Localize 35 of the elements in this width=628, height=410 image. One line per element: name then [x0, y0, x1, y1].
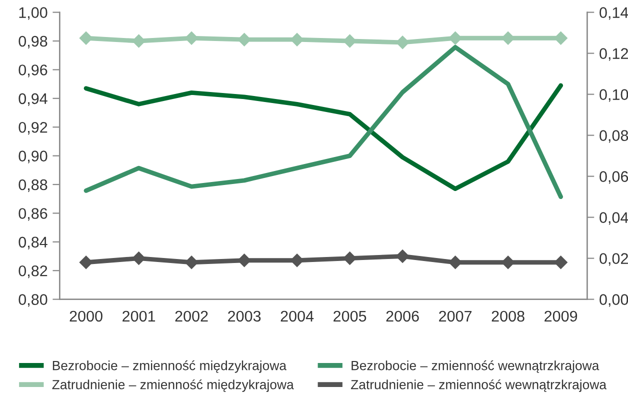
y-tick-label: 0,98 [18, 36, 48, 48]
y2-tick-label: 0,10 [600, 89, 628, 102]
y-tick-label: 0,92 [18, 122, 48, 135]
y2-tick-label: 0,02 [600, 253, 628, 266]
x-tick-label: 2008 [492, 310, 524, 322]
y2-tick-label: 0,14 [600, 7, 628, 20]
y-tick-label: 0,90 [18, 150, 48, 164]
x-tick-label: 2007 [439, 310, 472, 322]
x-tick-label: 2009 [544, 310, 578, 322]
y-tick-label: 0,84 [18, 236, 48, 250]
line-series [84, 83, 564, 192]
y2-tick-label: 0,06 [600, 171, 628, 184]
y-tick-label: 0,96 [18, 64, 48, 78]
y-tick-label: 1,00 [19, 7, 48, 20]
y2-tick-label: 0,12 [600, 48, 628, 61]
y-tick-label: 0,80 [18, 294, 48, 307]
line-series [84, 44, 564, 200]
x-tick-label: 2005 [334, 310, 366, 322]
y2-tick-label: 0,04 [600, 212, 628, 225]
x-tick-label: 2002 [175, 310, 208, 322]
legend-label: Zatrudnienie – zmienność międzykrajowa [52, 379, 294, 392]
x-tick-label: 2006 [386, 310, 419, 322]
x-tick-label: 2000 [70, 310, 102, 322]
x-tick-label: 2004 [280, 310, 314, 322]
legend-label: Bezrobocie – zmienność wewnątrzkrajowa [352, 360, 600, 373]
y-tick-label: 0,82 [18, 265, 48, 278]
y2-tick-label: 0,08 [600, 130, 628, 143]
x-tick-label: 2001 [122, 310, 156, 322]
y-tick-label: 0,86 [18, 208, 48, 221]
legend-label: Bezrobocie – zmienność międzykrajowa [52, 360, 287, 373]
y-tick-label: 0,94 [18, 93, 48, 106]
x-tick-label: 2003 [228, 310, 261, 322]
legend-label: Zatrudnienie – zmienność wewnątrzkrajowa [350, 379, 607, 392]
y2-tick-label: 0,00 [600, 294, 628, 307]
y-tick-label: 0,88 [18, 179, 48, 192]
